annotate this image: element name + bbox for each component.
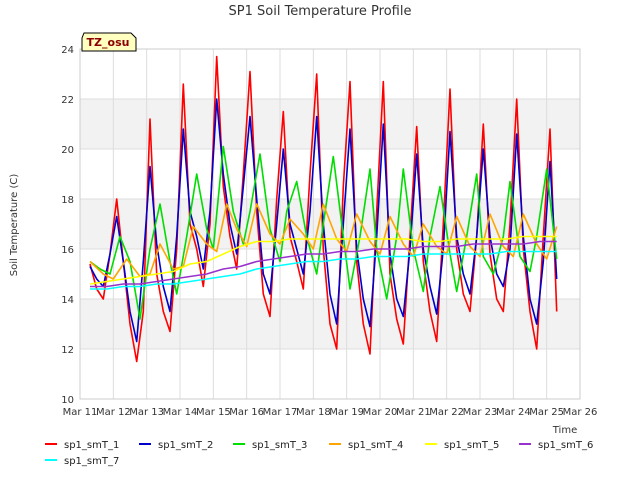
- y-tick-label: 16: [61, 245, 74, 256]
- series-line-sp1_smT_6: [90, 240, 557, 288]
- y-tick-label: 22: [61, 95, 74, 106]
- legend-label: sp1_smT_3: [252, 440, 307, 451]
- y-tick-label: 24: [61, 45, 74, 56]
- legend-label: sp1_smT_4: [348, 440, 403, 451]
- x-tick-label: Mar 11: [63, 407, 98, 418]
- x-tick-label: Mar 22: [429, 407, 464, 418]
- series-layer: [89, 55, 558, 363]
- x-tick-label: Mar 14: [163, 407, 198, 418]
- station-badge-text: TZ_osu: [87, 36, 130, 49]
- y-tick-label: 20: [61, 145, 74, 156]
- plot-frame: [79, 48, 581, 400]
- y-tick-label: 10: [61, 395, 74, 406]
- x-tick-label: Mar 20: [363, 407, 398, 418]
- legend-item-sp1_smT_3: sp1_smT_3: [233, 440, 307, 451]
- series-line-sp1_smT_5: [89, 235, 557, 285]
- y-tick-label: 12: [61, 345, 74, 356]
- x-tick-label: Mar 26: [563, 407, 598, 418]
- x-tick-label: Mar 15: [196, 407, 231, 418]
- x-tick-label: Mar 13: [129, 407, 164, 418]
- series-line-sp1_smT_4: [89, 203, 558, 280]
- y-tick-label: 14: [61, 295, 74, 306]
- x-tick-label: Mar 25: [529, 407, 564, 418]
- x-tick-label: Mar 12: [96, 407, 131, 418]
- legend-label: sp1_smT_6: [538, 440, 593, 451]
- legend-label: sp1_smT_2: [158, 440, 213, 451]
- legend-label: sp1_smT_5: [444, 440, 499, 451]
- legend-label: sp1_smT_7: [64, 456, 119, 467]
- legend: sp1_smT_1 sp1_smT_2 sp1_smT_3 sp1_smT_4 sp1_…: [45, 440, 593, 467]
- legend-item-sp1_smT_1: sp1_smT_1: [45, 440, 119, 451]
- plot-band: [80, 99, 580, 149]
- station-badge: TZ_osu: [81, 32, 137, 52]
- x-axis-label: Time: [552, 425, 577, 436]
- legend-label: sp1_smT_1: [64, 440, 119, 451]
- y-axis-label: Soil Temperature (C): [9, 174, 20, 277]
- station-badge-box: [81, 32, 137, 52]
- x-tick-label: Mar 18: [296, 407, 331, 418]
- chart-title: SP1 Soil Temperature Profile: [229, 4, 412, 19]
- x-tick-label: Mar 19: [329, 407, 364, 418]
- legend-item-sp1_smT_7: sp1_smT_7: [45, 456, 119, 467]
- x-tick-label: Mar 16: [229, 407, 264, 418]
- legend-item-sp1_smT_5: sp1_smT_5: [425, 440, 499, 451]
- x-tick-label: Mar 21: [396, 407, 431, 418]
- legend-item-sp1_smT_4: sp1_smT_4: [329, 440, 403, 451]
- x-tick-label: Mar 23: [463, 407, 498, 418]
- x-tick-label: Mar 24: [496, 407, 531, 418]
- legend-item-sp1_smT_6: sp1_smT_6: [519, 440, 593, 451]
- series-line-sp1_smT_7: [90, 250, 557, 290]
- series-line-sp1_smT_3: [89, 145, 558, 320]
- x-tick-label: Mar 17: [263, 407, 298, 418]
- y-tick-label: 18: [61, 195, 74, 206]
- legend-item-sp1_smT_2: sp1_smT_2: [139, 440, 213, 451]
